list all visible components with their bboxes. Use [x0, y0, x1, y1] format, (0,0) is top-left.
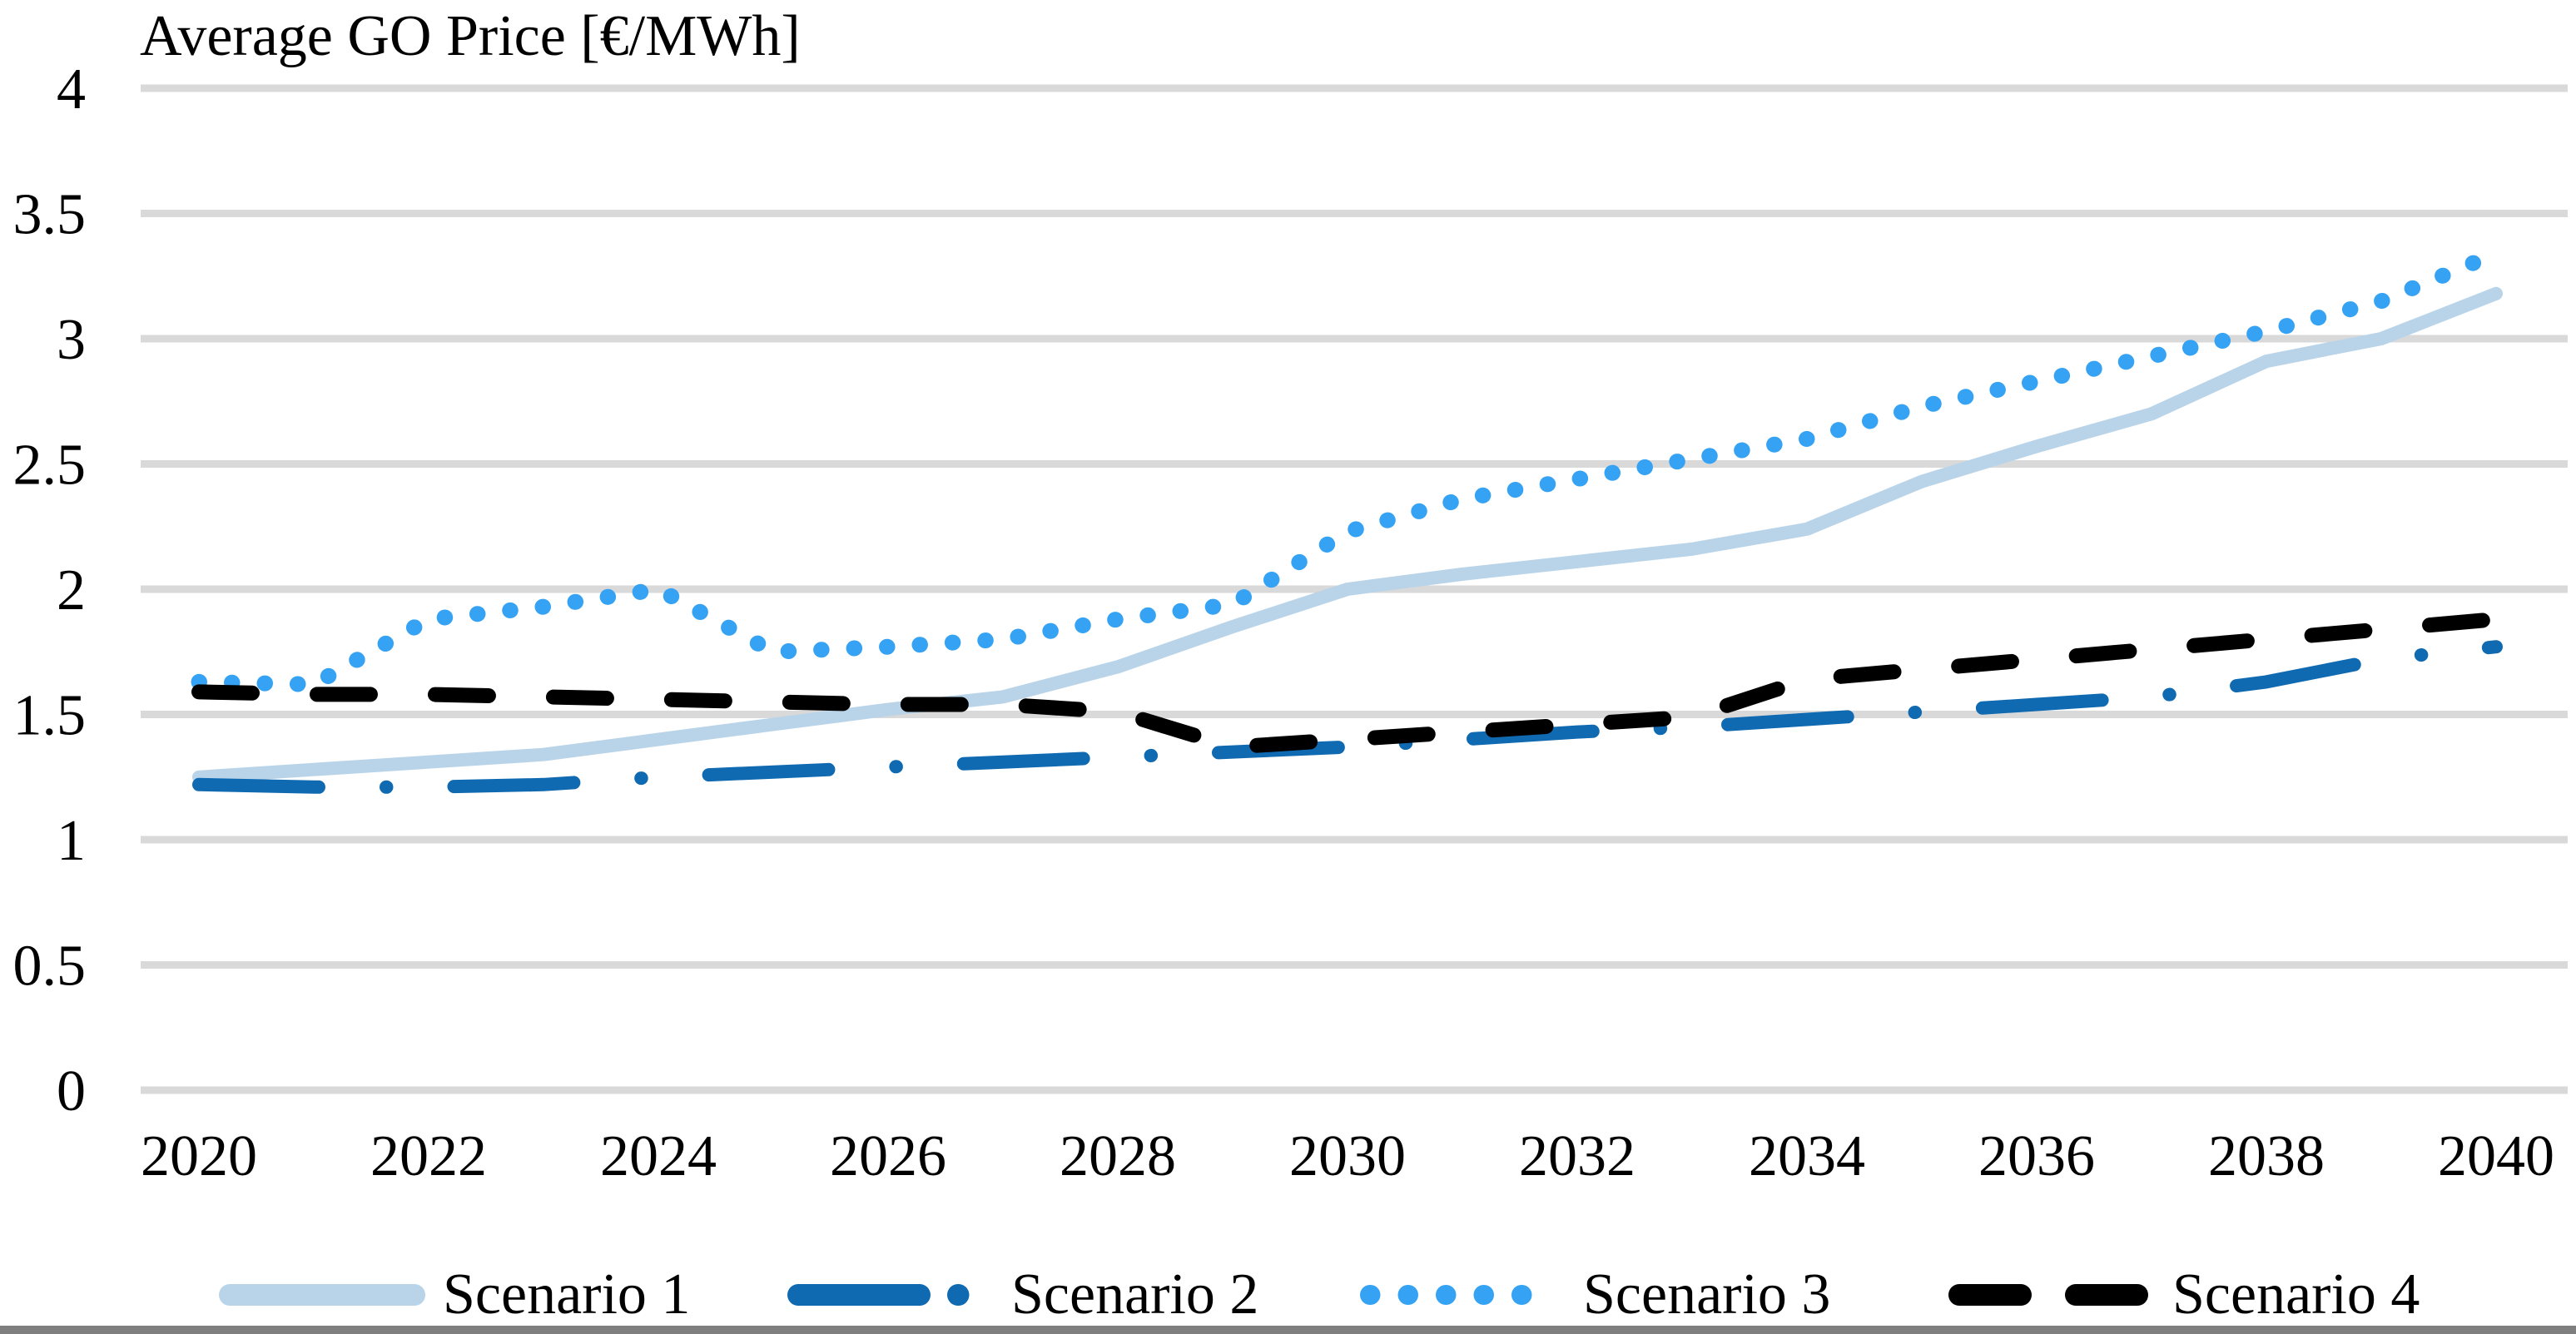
x-tick-label: 2032: [1519, 1124, 1635, 1188]
legend-swatch-solid-icon: [219, 1284, 425, 1306]
y-tick-label: 1.5: [13, 684, 87, 748]
y-tick-label: 0: [57, 1059, 86, 1123]
y-tick-label: 3.5: [13, 183, 87, 247]
x-tick-label: 2024: [600, 1124, 717, 1188]
y-axis-labels: 0 0.5 1 1.5 2 2.5 3 3.5 4: [13, 57, 87, 1123]
legend-label: Scenario 3: [1583, 1262, 1831, 1327]
x-tick-label: 2036: [1978, 1124, 2095, 1188]
y-tick-label: 3: [57, 308, 86, 372]
legend-item-scenario-3: Scenario 3: [1358, 1264, 1830, 1326]
legend-item-scenario-2: Scenario 2: [787, 1264, 1258, 1326]
y-tick-label: 4: [57, 57, 86, 121]
series-lines: [191, 245, 2504, 794]
legend-swatch-dotted-icon: [1360, 1285, 1566, 1305]
legend-label: Scenario 1: [443, 1262, 691, 1327]
x-tick-label: 2038: [2208, 1124, 2325, 1188]
x-tick-label: 2040: [2438, 1124, 2554, 1188]
bottom-edge-bar: [0, 1326, 2576, 1334]
series-line-scenario-3: [191, 245, 2504, 692]
y-tick-label: 1: [57, 809, 86, 873]
y-tick-label: 0.5: [13, 935, 87, 999]
legend-swatch-dashed-icon: [1948, 1284, 2155, 1306]
x-tick-label: 2028: [1060, 1124, 1176, 1188]
legend-item-scenario-4: Scenario 4: [1948, 1264, 2420, 1326]
gridlines: [141, 84, 2568, 1094]
y-tick-label: 2: [57, 558, 86, 622]
legend-label: Scenario 4: [2172, 1262, 2420, 1327]
series-line-scenario-4: [191, 612, 2504, 755]
legend-item-scenario-1: Scenario 1: [218, 1264, 690, 1326]
legend-swatch-dash-dot-icon: [787, 1284, 994, 1306]
x-tick-label: 2030: [1289, 1124, 1406, 1188]
x-tick-label: 2020: [141, 1124, 257, 1188]
x-tick-label: 2026: [830, 1124, 946, 1188]
chart-title: Average GO Price [€/MWh]: [140, 4, 801, 68]
legend-label: Scenario 2: [1011, 1262, 1259, 1327]
y-tick-label: 2.5: [13, 434, 87, 498]
x-tick-label: 2022: [370, 1124, 487, 1188]
series-line-scenario-1: [192, 286, 2503, 784]
x-tick-label: 2034: [1749, 1124, 1865, 1188]
x-axis-labels: 2020 2022 2024 2026 2028 2030 2032 2034 2036 2038…: [141, 1124, 2554, 1188]
